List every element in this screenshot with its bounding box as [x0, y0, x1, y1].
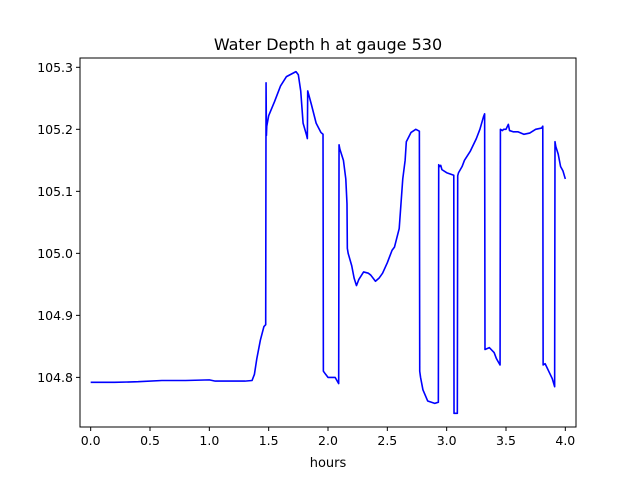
x-tick-label: 0.0	[81, 433, 101, 448]
y-tick-label: 104.8	[37, 370, 73, 385]
x-tick-label: 1.5	[259, 433, 279, 448]
series-line-0	[90, 70, 567, 415]
x-tick-label: 0.5	[140, 433, 160, 448]
x-tick-label: 3.0	[437, 433, 457, 448]
x-tick-label: 3.5	[496, 433, 516, 448]
y-tick-label: 105.3	[37, 60, 73, 75]
plot-background	[80, 58, 576, 427]
plot-area	[79, 57, 577, 428]
y-axis-ticks: 104.8 104.9 105.0 105.1 105.2 105.3	[37, 60, 80, 385]
x-tick-label: 2.5	[377, 433, 397, 448]
y-tick-label: 104.9	[37, 308, 73, 323]
x-axis-label: hours	[310, 456, 347, 471]
x-axis-ticks: 0.0 0.5 1.0 1.5 2.0 2.5 3.0 3.5 4.0	[81, 427, 575, 448]
y-tick-label: 105.1	[37, 184, 73, 199]
x-tick-label: 4.0	[555, 433, 575, 448]
chart-title: Water Depth h at gauge 530	[214, 35, 442, 54]
x-tick-label: 2.0	[318, 433, 338, 448]
x-tick-label: 1.0	[199, 433, 219, 448]
y-tick-label: 105.0	[37, 246, 73, 261]
y-tick-label: 105.2	[37, 122, 73, 137]
